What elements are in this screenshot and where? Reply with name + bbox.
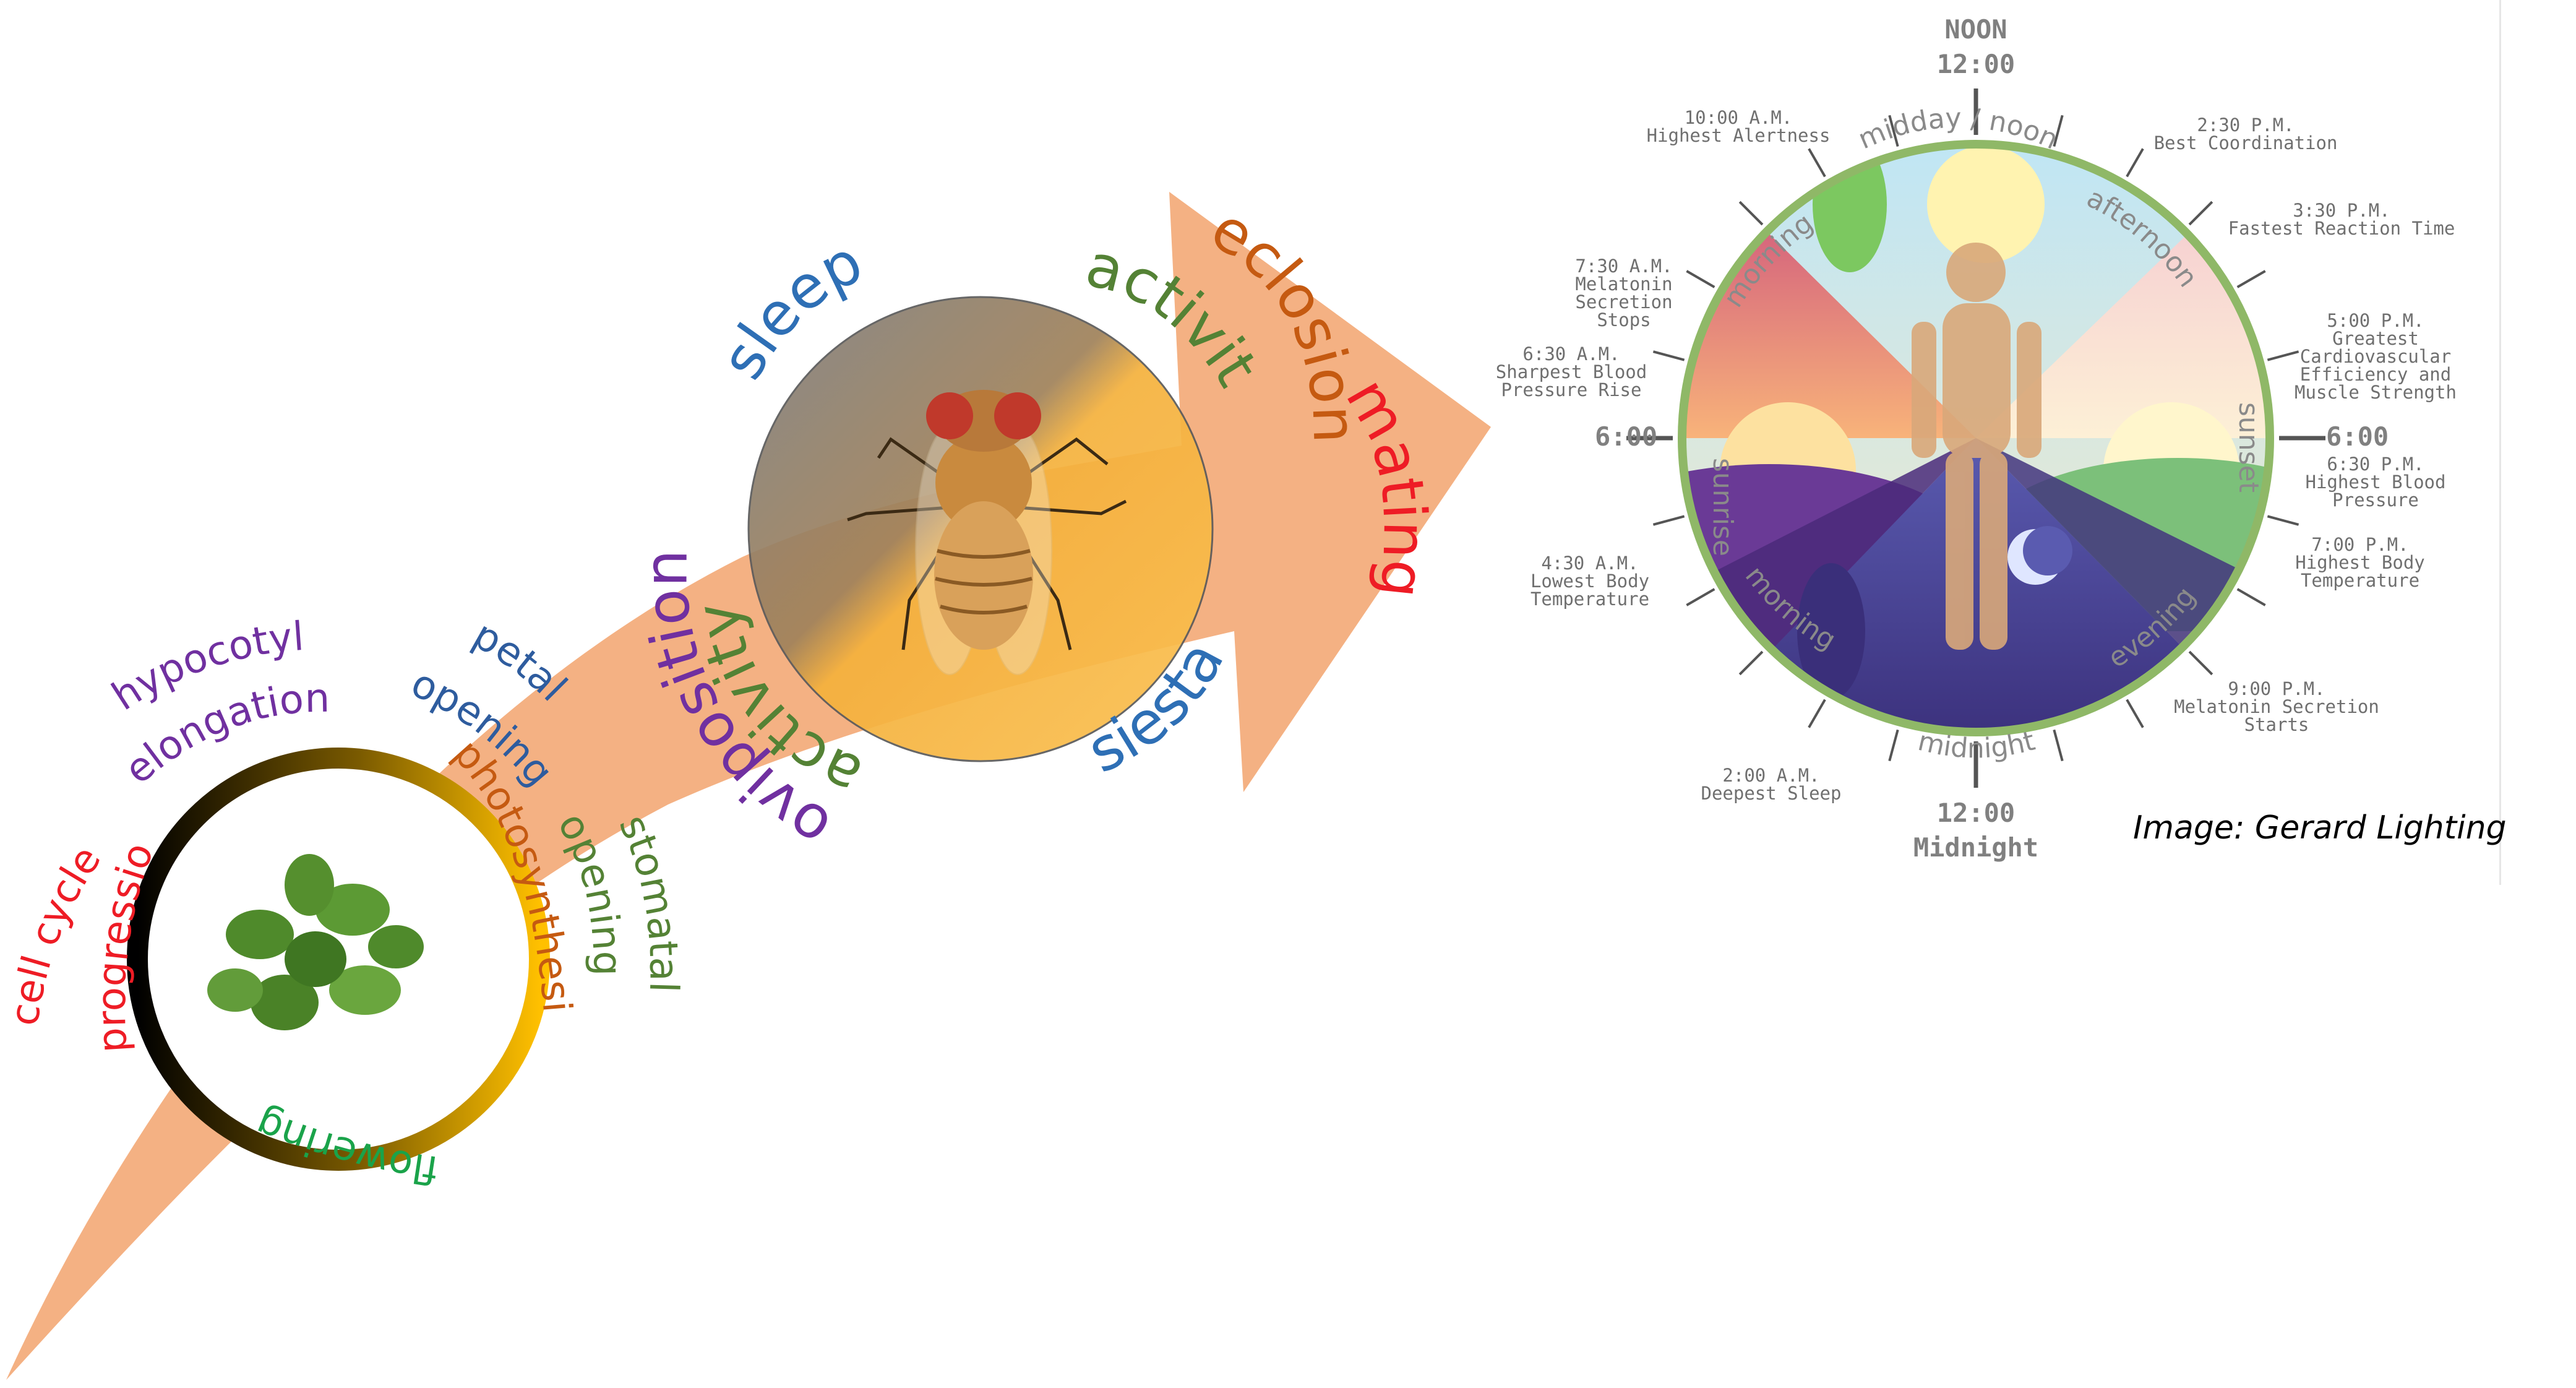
clock-note-line: 10:00 A.M. (1685, 107, 1793, 128)
clock-note-line: 5:00 P.M. (2327, 310, 2424, 331)
hour-tick (2188, 200, 2213, 226)
human-figure (1912, 243, 2041, 650)
hour-tick (1652, 350, 1685, 361)
clock-note-line: 6:30 P.M. (2327, 454, 2424, 475)
six-am-label: 6:00 (1595, 421, 1657, 452)
hour-tick (1686, 588, 1715, 606)
clock-note: 6:30 P.M. Highest Blood Pressure (2306, 454, 2446, 511)
clock-note-line: Pressure Rise (1501, 379, 1642, 400)
clock-note: 3:30 P.M. Fastest Reaction Time (2228, 200, 2455, 239)
hour-tick (2267, 515, 2299, 526)
clock-note-line: Fastest Reaction Time (2228, 218, 2455, 239)
hour-tick (2126, 148, 2144, 178)
clock-note: 2:30 P.M. Best Coordination (2154, 114, 2338, 153)
clock-note-line: Secretion (1575, 291, 1672, 313)
clock-note-line: Stops (1597, 309, 1651, 330)
clock-note-line: Cardiovascular (2300, 346, 2451, 367)
clock-note: 7:00 P.M. Highest Body Temperature (2295, 534, 2425, 591)
clock-note-line: 6:30 A.M. (1522, 343, 1620, 364)
clock-note-line: Melatonin Secretion (2174, 696, 2379, 717)
clock-note-line: Deepest Sleep (1701, 783, 1842, 804)
clock-note-line: Highest Body (2295, 552, 2425, 573)
hour-tick (2236, 588, 2266, 606)
midnight-label: Midnight (1913, 832, 2038, 863)
clock-note-line: Best Coordination (2154, 132, 2338, 153)
clock-note: 10:00 A.M. Highest Alertness (1647, 107, 1831, 146)
clock-note-line: 7:30 A.M. (1575, 256, 1672, 277)
clock-note-line: Temperature (2301, 570, 2419, 591)
clock-note: 6:30 A.M. Sharpest Blood Pressure Rise (1496, 343, 1647, 400)
arabidopsis-rosette (207, 854, 424, 1030)
clock-note: 5:00 P.M. Greatest Cardiovascular Efficienc… (2295, 310, 2457, 403)
six-pm-label: 6:00 (2326, 421, 2389, 452)
drosophila-fly (847, 390, 1127, 675)
hour-tick (1738, 650, 1764, 676)
clock-note-line: 2:30 P.M. (2197, 114, 2294, 136)
hour-tick (1738, 200, 1764, 226)
hour-tick (2126, 699, 2144, 728)
clock-note-line: Starts (2244, 714, 2309, 735)
hour-tick (1888, 114, 1899, 147)
noon-label: NOON (1944, 14, 2007, 45)
hour-tick (1652, 515, 1685, 526)
clock-note-line: Highest Alertness (1647, 125, 1831, 146)
panel-divider (2499, 0, 2501, 885)
clock-note-line: Efficiency and (2300, 364, 2451, 385)
clock-note-line: Lowest Body (1531, 571, 1649, 592)
noon-time-label: 12:00 (1937, 49, 2015, 79)
clock-note-line: Muscle Strength (2295, 382, 2457, 403)
clock-note: 9:00 P.M. Melatonin Secretion Starts (2174, 678, 2379, 735)
sunset-segment-label: sunset (2233, 402, 2264, 493)
midnight-time-label: 12:00 (1937, 798, 2015, 828)
clock-note-line: Greatest (2332, 328, 2419, 349)
hour-tick (1808, 148, 1826, 178)
sunrise-segment-label: sunrise (1707, 458, 1738, 556)
clock-note-line: Highest Blood (2306, 472, 2446, 493)
clock-note-line: 4:30 A.M. (1541, 553, 1638, 574)
clock-note-line: 3:30 P.M. (2293, 200, 2390, 221)
hour-tick (2267, 350, 2299, 361)
hour-tick (2053, 114, 2064, 147)
clock-note-line: 7:00 P.M. (2311, 534, 2408, 555)
hour-tick (1808, 699, 1826, 728)
clock-note: 2:00 A.M. Deepest Sleep (1701, 765, 1842, 804)
clock-note-line: Temperature (1531, 588, 1649, 610)
hour-tick (2053, 729, 2064, 762)
clock-note-line: Melatonin (1575, 274, 1672, 295)
clock-note-line: 2:00 A.M. (1722, 765, 1819, 786)
clock-note: 7:30 A.M. Melatonin Secretion Stops (1575, 256, 1672, 330)
clock-note-line: Sharpest Blood (1496, 361, 1647, 382)
hour-tick (2188, 650, 2213, 676)
hour-tick (1888, 729, 1899, 762)
clock-note-line: 9:00 P.M. (2228, 678, 2325, 699)
clock-note-line: Pressure (2332, 489, 2419, 511)
hour-tick (2236, 270, 2266, 288)
hour-tick (1686, 270, 1715, 288)
clock-note: 4:30 A.M. Lowest Body Temperature (1531, 553, 1649, 610)
image-credit: Image: Gerard Lighting (2133, 809, 2507, 847)
clock-ticks (1626, 88, 2325, 788)
